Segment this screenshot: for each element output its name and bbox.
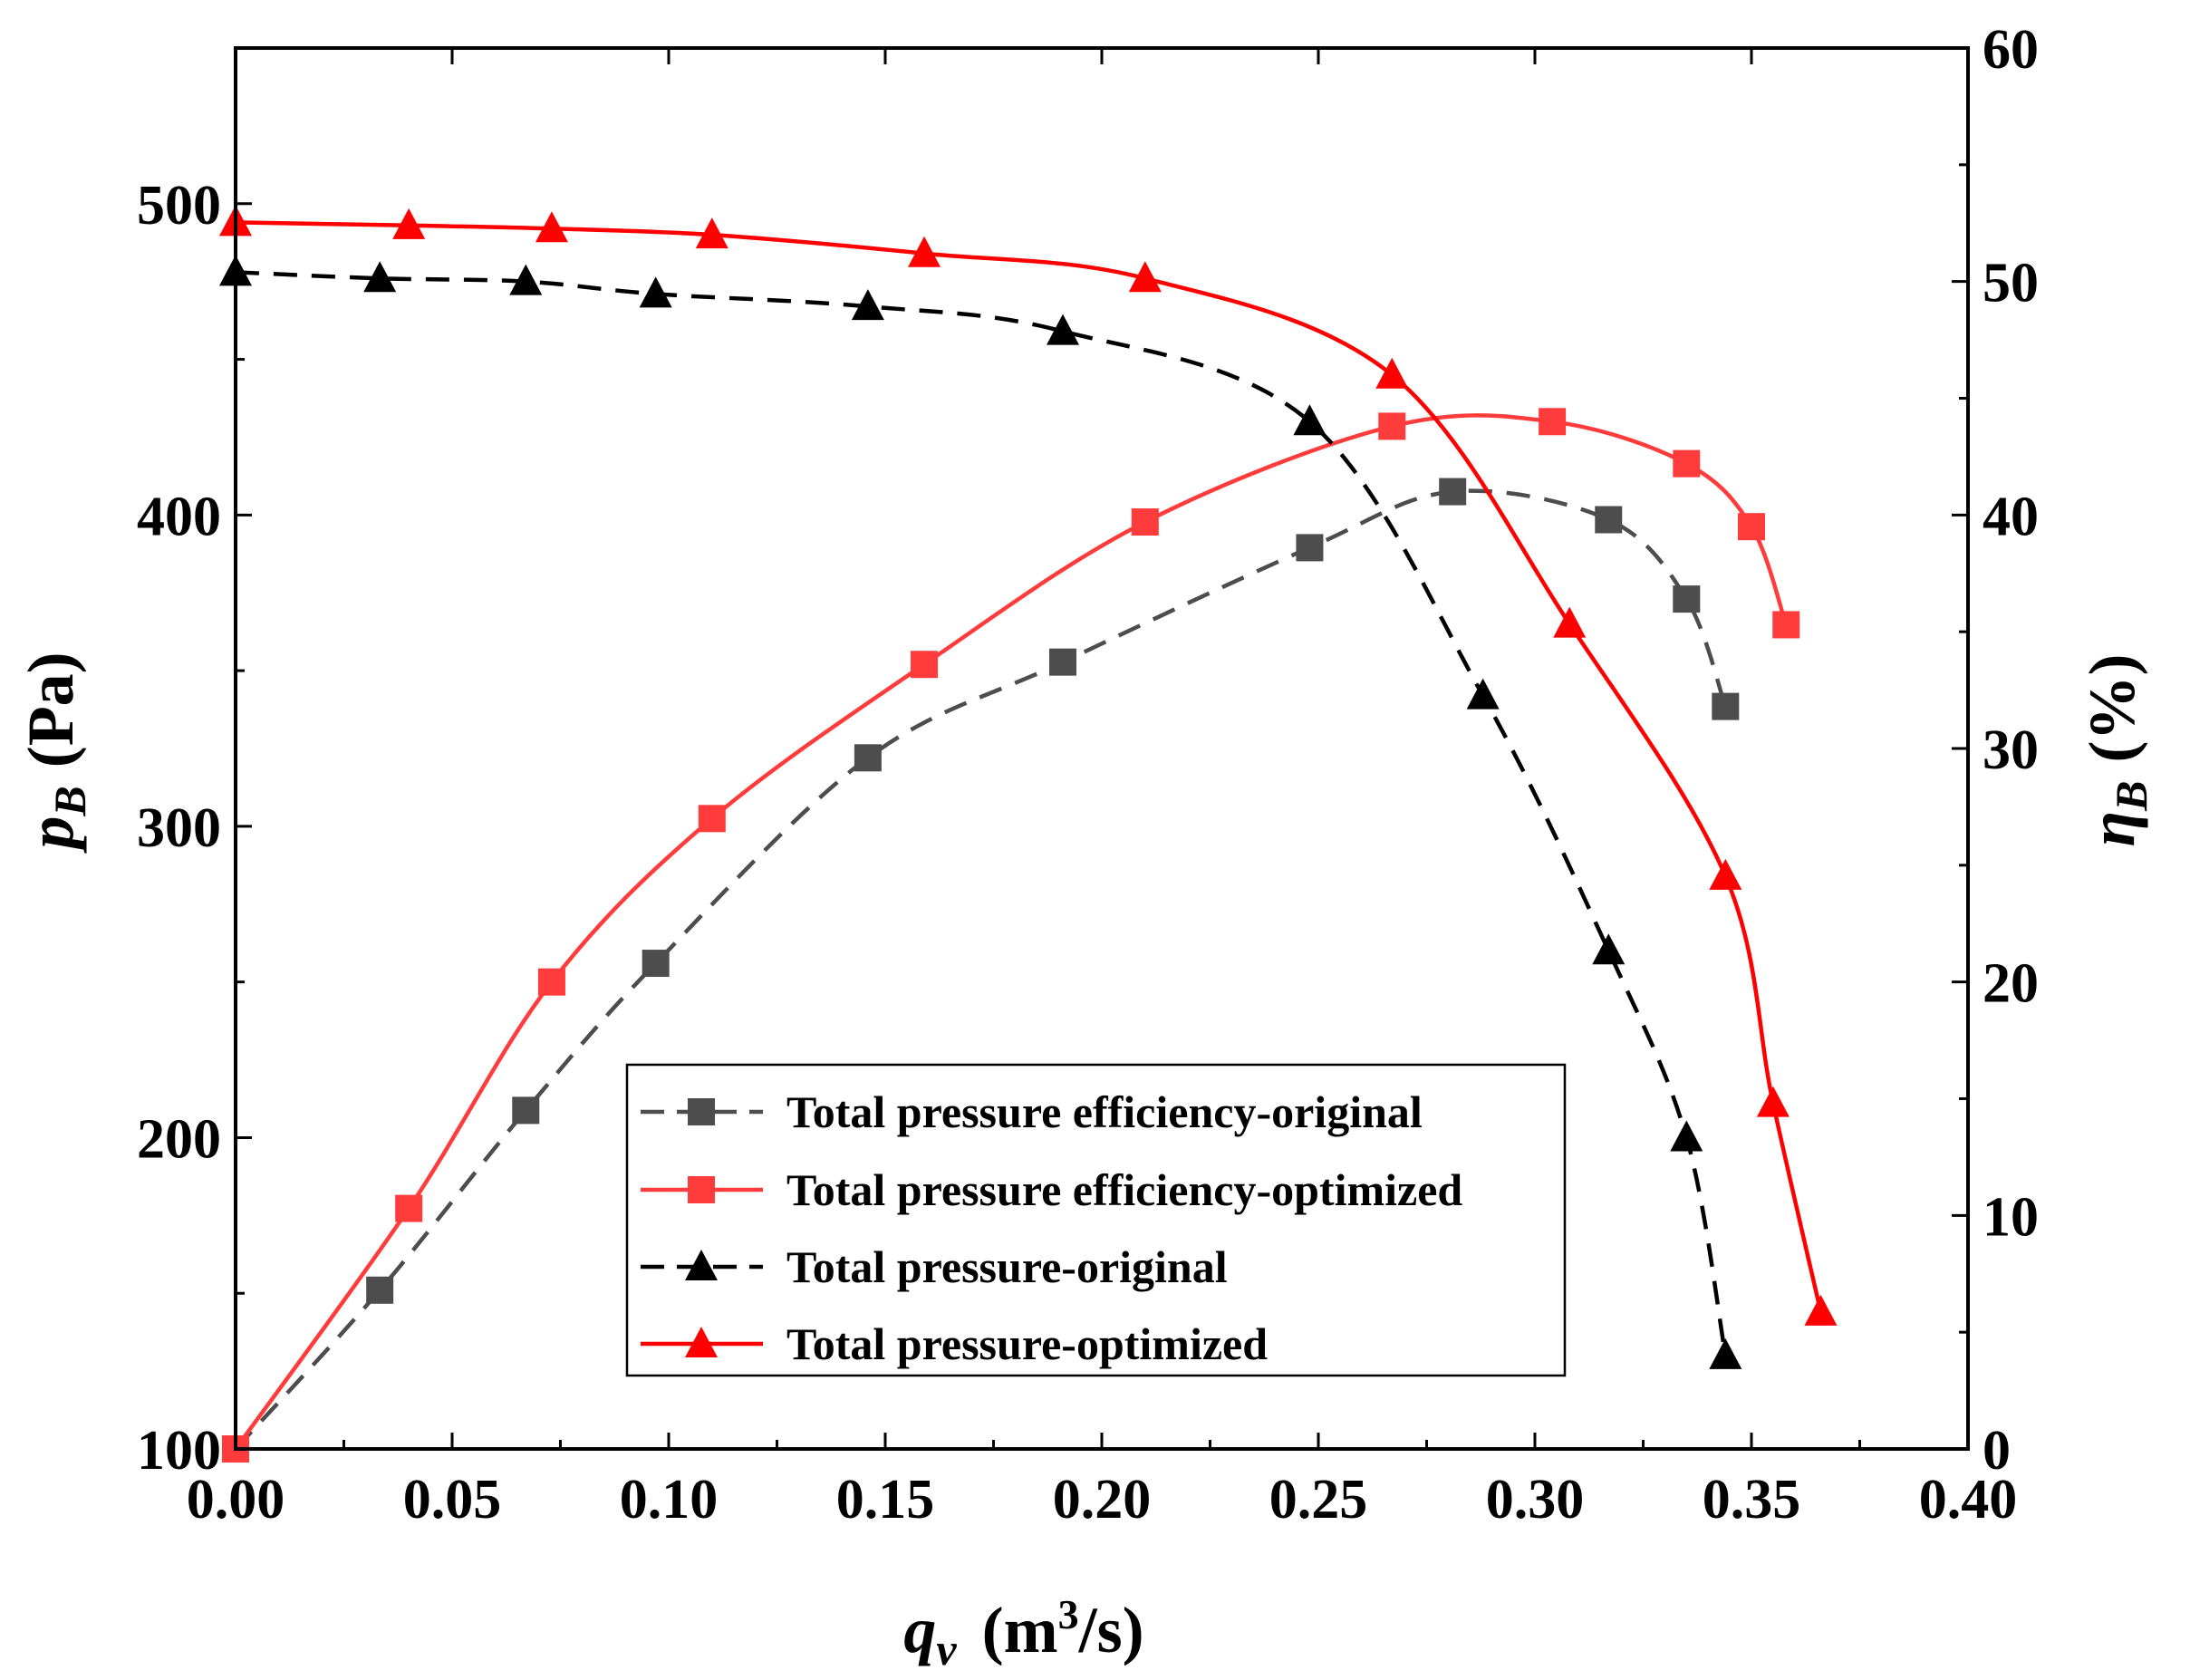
legend-label-2: Total pressure efficiency-optimized <box>786 1164 1462 1215</box>
series-2-point-1 <box>395 1194 423 1222</box>
legend-label-1: Total pressure efficiency-original <box>786 1086 1423 1137</box>
x-tick-label-6: 0.30 <box>1486 1469 1585 1530</box>
y-right-axis-title: ηB (%) <box>2076 654 2156 847</box>
legend-label-4: Total pressure-optimized <box>786 1318 1268 1369</box>
series-2-point-3 <box>698 805 726 833</box>
series-4-point-4 <box>908 236 941 267</box>
x-axis-unit-close: /s) <box>1078 1594 1144 1666</box>
legend: Total pressure efficiency-original Total… <box>625 1063 1567 1377</box>
series-4-point-6 <box>1375 357 1409 389</box>
series-4-point-7 <box>1553 606 1587 638</box>
series-2-point-9 <box>1738 513 1765 541</box>
series-1-point-10 <box>1712 692 1740 720</box>
x-axis-subscript: v <box>936 1624 957 1675</box>
y-right-axis-unit: (%) <box>2076 654 2148 763</box>
series-4-point-2 <box>535 211 568 243</box>
series-1-point-5 <box>1048 648 1076 676</box>
y-left-axis-subscript: B <box>44 786 95 816</box>
series-line-1 <box>234 488 1728 1451</box>
legend-swatch-marker-3 <box>685 1250 718 1280</box>
series-4-point-8 <box>1709 858 1742 890</box>
y-left-tick-label-4: 500 <box>137 175 221 237</box>
series-2-point-2 <box>537 968 565 996</box>
y-left-tick-label-3: 400 <box>137 486 221 547</box>
series-3-point-1 <box>363 261 397 293</box>
y-right-tick-label-0: 0 <box>1983 1420 2011 1482</box>
series-2-point-5 <box>1131 508 1159 536</box>
x-tick-label-4: 0.20 <box>1053 1469 1152 1530</box>
legend-label-3: Total pressure-original <box>786 1241 1228 1292</box>
legend-swatch-marker-2 <box>688 1176 715 1203</box>
series-4-point-5 <box>1128 261 1162 293</box>
y-right-tick-label-5: 50 <box>1983 253 2039 314</box>
y-left-axis-title: pB (Pa) <box>14 652 95 854</box>
series-4-point-10 <box>1804 1294 1838 1326</box>
series-1-point-1 <box>366 1276 394 1304</box>
series-1-point-7 <box>1439 478 1467 506</box>
series-2-point-6 <box>1378 412 1406 440</box>
y-right-tick-label-4: 40 <box>1983 486 2039 547</box>
series-3-point-4 <box>851 289 884 321</box>
series-3-point-8 <box>1592 933 1626 965</box>
y-right-tick-label-3: 30 <box>1983 719 2039 781</box>
y-left-tick-label-1: 200 <box>137 1108 221 1170</box>
series-4-point-1 <box>392 208 426 239</box>
y-left-axis-symbol: p <box>14 816 87 854</box>
series-line-3 <box>235 270 1728 1357</box>
x-tick-label-1: 0.05 <box>403 1469 502 1530</box>
series-4-point-3 <box>695 217 728 249</box>
axes-layer: 0.00 0.05 0.10 0.15 0.20 0.25 0.30 0.35 0.401002… <box>137 19 2039 1530</box>
x-tick-label-0: 0.00 <box>187 1469 285 1530</box>
series-2-point-4 <box>911 651 939 679</box>
legend-swatch-marker-4 <box>685 1327 718 1357</box>
legend-swatch-marker-1 <box>688 1098 715 1125</box>
x-axis-unit-sup: 3 <box>1058 1591 1079 1637</box>
series-1-point-2 <box>512 1096 540 1125</box>
series-1-point-8 <box>1595 506 1623 534</box>
y-right-axis-subscript: B <box>2106 781 2156 812</box>
y-right-tick-label-1: 10 <box>1983 1186 2039 1248</box>
legend-swatches <box>641 1098 763 1357</box>
y-right-tick-label-2: 20 <box>1983 953 2039 1015</box>
series-1-point-4 <box>854 744 882 772</box>
legend-box <box>625 1063 1567 1377</box>
series-3-point-10 <box>1709 1337 1742 1369</box>
series-2-point-7 <box>1539 408 1567 436</box>
series-4-point-9 <box>1756 1086 1790 1117</box>
series-1-point-9 <box>1673 585 1701 613</box>
series-2-point-8 <box>1673 449 1701 478</box>
x-axis-unit-open: (m <box>982 1594 1058 1666</box>
x-tick-label-3: 0.15 <box>836 1469 935 1530</box>
series-3-point-6 <box>1293 404 1327 436</box>
series-3-point-7 <box>1466 678 1500 710</box>
x-tick-label-2: 0.10 <box>620 1469 719 1530</box>
x-axis-symbol: q <box>903 1594 936 1666</box>
series-1-point-3 <box>642 950 670 978</box>
y-right-tick-label-6: 60 <box>1983 19 2039 81</box>
x-tick-label-5: 0.25 <box>1269 1469 1368 1530</box>
y-left-tick-label-2: 300 <box>137 797 221 859</box>
series-line-2 <box>234 413 1789 1451</box>
x-axis-title: qv (m3/s) <box>903 1591 1143 1675</box>
y-right-axis-symbol: η <box>2076 811 2148 847</box>
series-1-point-6 <box>1296 534 1324 562</box>
x-tick-label-7: 0.35 <box>1703 1469 1801 1530</box>
series-3-point-5 <box>1046 314 1079 345</box>
y-left-axis-unit: (Pa) <box>14 652 87 768</box>
series-2-point-10 <box>1772 611 1800 639</box>
x-tick-label-8: 0.40 <box>1919 1469 2018 1530</box>
series-3-point-3 <box>639 276 672 308</box>
series-3-point-9 <box>1670 1120 1703 1152</box>
series-3-point-2 <box>509 264 543 295</box>
y-left-tick-label-0: 100 <box>137 1420 221 1482</box>
